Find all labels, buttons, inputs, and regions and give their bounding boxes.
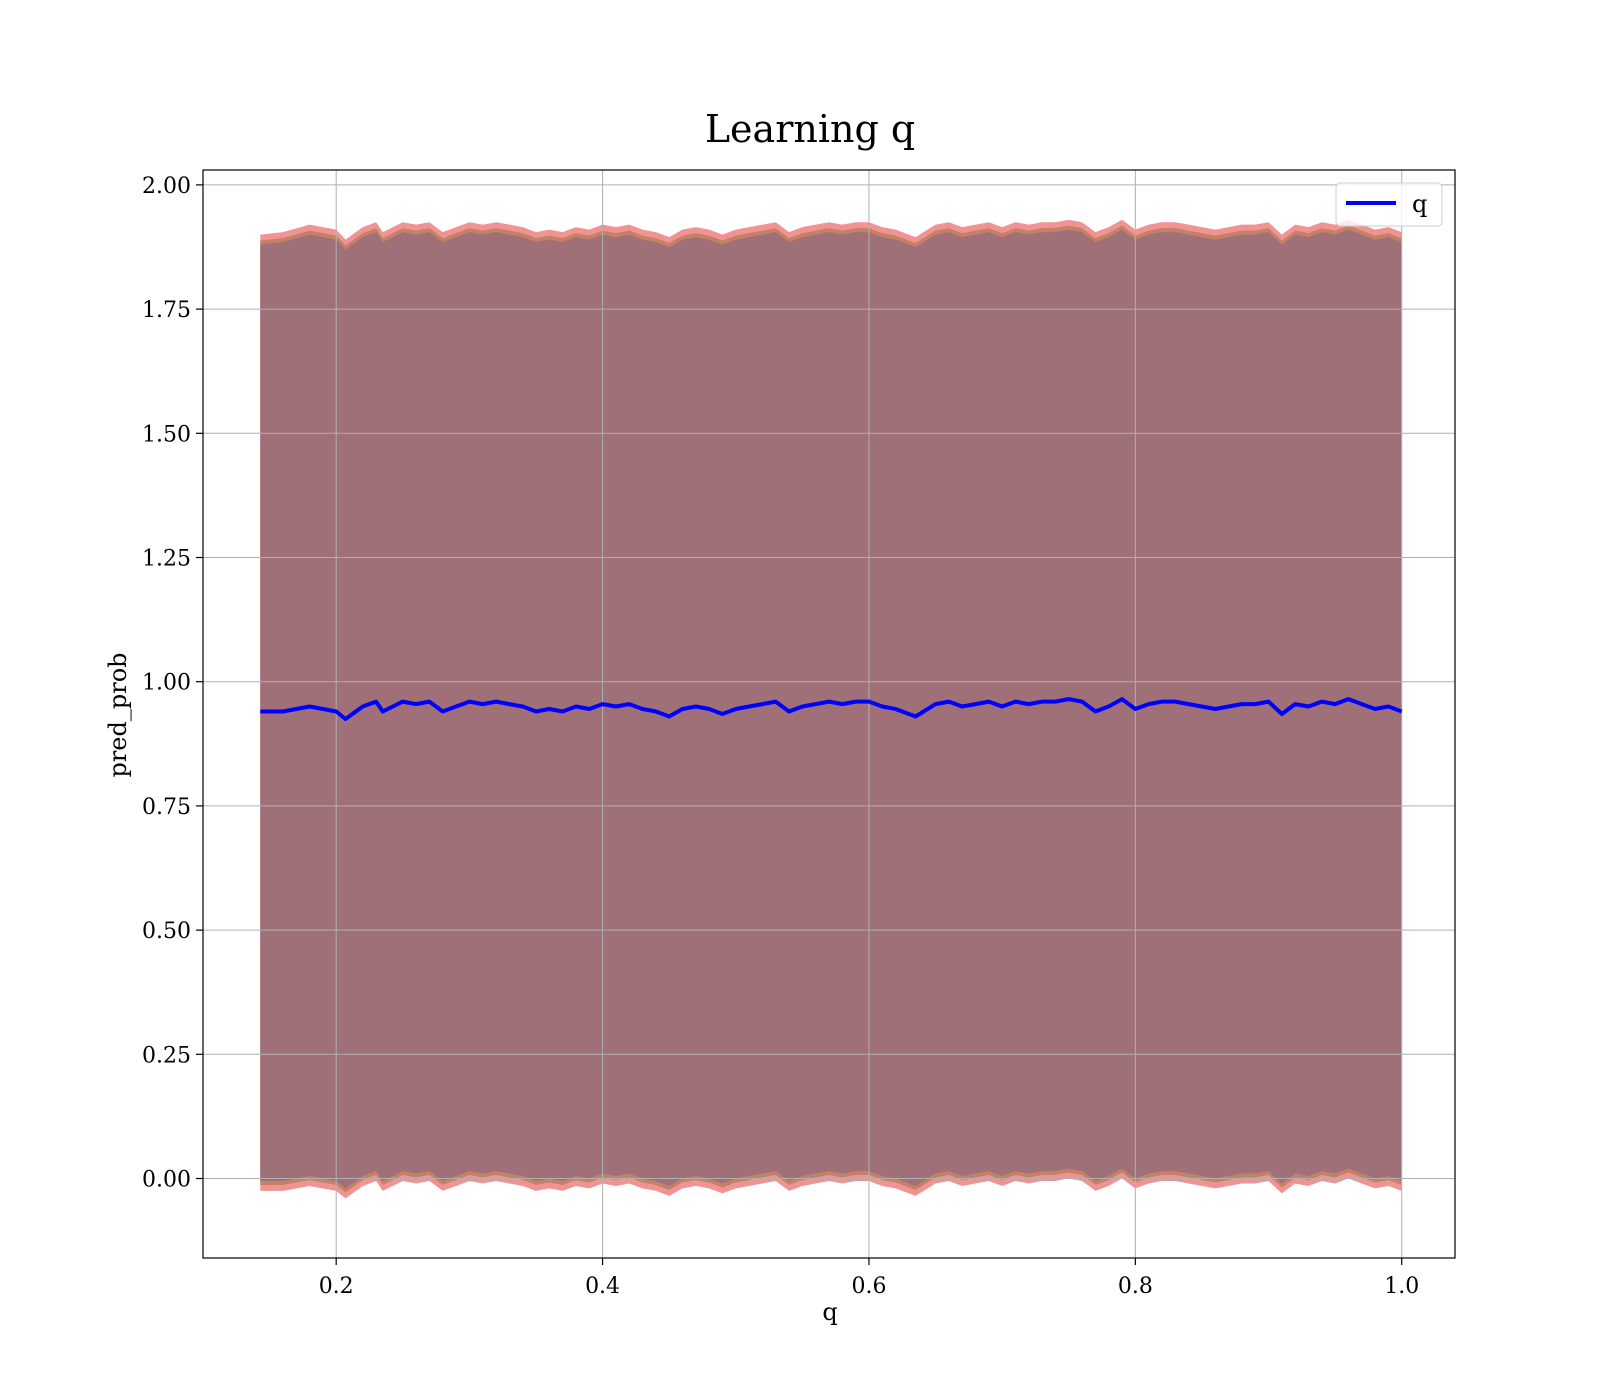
axes: 0.2 0.4 0.6 0.8 1.0 0.00 0.25 0.50 0.75 1.00 1.25 1… <box>142 169 1456 1299</box>
y-tick-label: 0.25 <box>142 1043 191 1068</box>
x-tick-label: 0.6 <box>851 1274 886 1299</box>
x-tick-label: 0.4 <box>585 1274 620 1299</box>
y-tick-label: 1.50 <box>142 422 191 447</box>
y-tick-label: 2.00 <box>142 174 191 199</box>
band-inner <box>260 229 1402 1189</box>
series-layer <box>260 697 1403 721</box>
y-tick-label: 0.50 <box>142 919 191 944</box>
y-tick-label: 0.00 <box>142 1168 191 1193</box>
x-axis-label: q <box>822 1298 837 1326</box>
x-tick-label: 0.8 <box>1118 1274 1153 1299</box>
confidence-bands <box>260 219 1402 1199</box>
legend-label-q: q <box>1412 190 1427 218</box>
legend: q <box>1335 182 1443 227</box>
plot-frame <box>202 169 1456 1259</box>
y-tick-label: 1.75 <box>142 298 191 323</box>
chart-title: Learning q <box>705 107 915 151</box>
x-tick-label: 0.2 <box>319 1274 354 1299</box>
series-line-q <box>260 697 1403 721</box>
y-axis-label: pred_prob <box>104 652 132 777</box>
grid-lines <box>203 170 1455 1258</box>
x-tick-label: 1.0 <box>1384 1274 1419 1299</box>
y-tick-label: 1.25 <box>142 547 191 572</box>
y-tick-label: 0.75 <box>142 795 191 820</box>
y-tick-label: 1.00 <box>142 671 191 696</box>
